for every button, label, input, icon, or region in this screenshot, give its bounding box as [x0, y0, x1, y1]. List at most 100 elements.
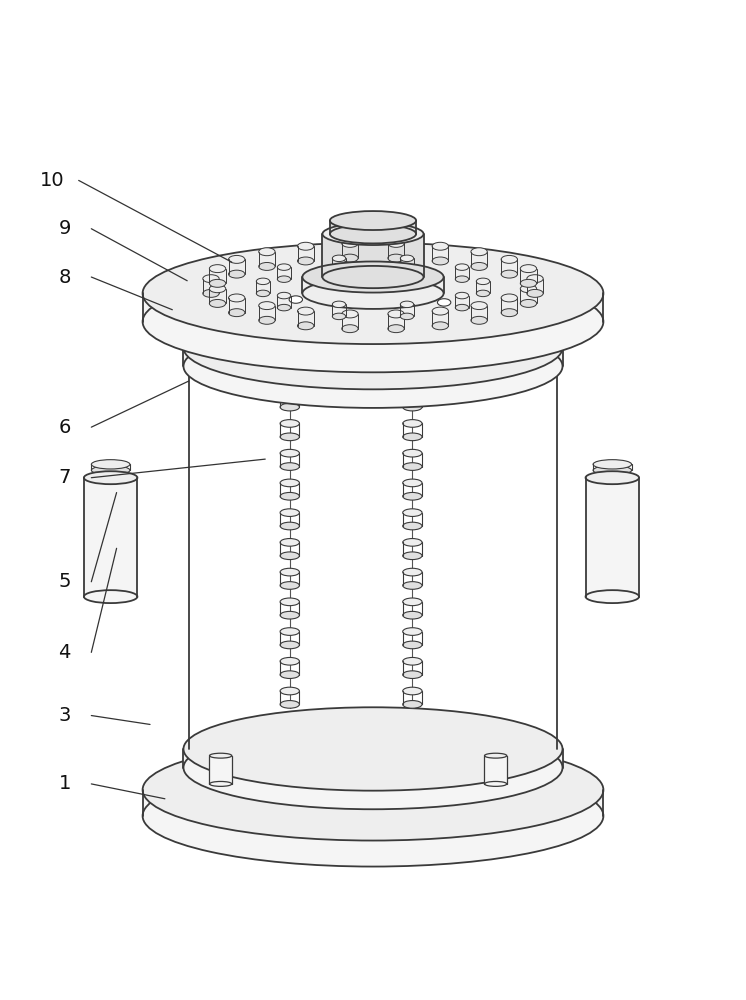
Ellipse shape: [401, 267, 414, 274]
Ellipse shape: [455, 292, 468, 299]
Ellipse shape: [586, 471, 639, 484]
Ellipse shape: [455, 304, 468, 311]
Ellipse shape: [401, 313, 414, 320]
Text: 6: 6: [58, 418, 71, 437]
Ellipse shape: [289, 296, 303, 303]
Ellipse shape: [593, 466, 632, 475]
Ellipse shape: [342, 325, 358, 333]
Ellipse shape: [280, 539, 299, 546]
Ellipse shape: [501, 309, 518, 317]
Ellipse shape: [184, 726, 562, 809]
Ellipse shape: [280, 403, 299, 411]
Ellipse shape: [484, 781, 507, 786]
Ellipse shape: [210, 299, 226, 307]
Text: 7: 7: [58, 468, 71, 487]
Ellipse shape: [278, 264, 291, 270]
Ellipse shape: [332, 267, 345, 274]
Polygon shape: [330, 221, 416, 234]
Ellipse shape: [527, 275, 543, 283]
Ellipse shape: [302, 261, 444, 293]
Ellipse shape: [403, 479, 422, 487]
Ellipse shape: [91, 466, 130, 475]
Ellipse shape: [228, 316, 518, 380]
Ellipse shape: [501, 255, 518, 263]
Ellipse shape: [228, 309, 245, 317]
Polygon shape: [142, 790, 604, 816]
Ellipse shape: [280, 449, 299, 457]
Ellipse shape: [259, 248, 275, 256]
Ellipse shape: [403, 390, 422, 398]
Text: 1: 1: [58, 774, 71, 793]
Text: 10: 10: [40, 171, 64, 190]
Ellipse shape: [476, 290, 489, 297]
Ellipse shape: [403, 641, 422, 649]
Polygon shape: [189, 366, 557, 749]
Ellipse shape: [280, 611, 299, 619]
Ellipse shape: [403, 611, 422, 619]
Ellipse shape: [403, 701, 422, 708]
Ellipse shape: [276, 272, 470, 315]
Ellipse shape: [471, 316, 487, 324]
Ellipse shape: [280, 479, 299, 487]
Ellipse shape: [298, 322, 314, 330]
Ellipse shape: [278, 276, 291, 282]
Ellipse shape: [330, 211, 416, 230]
Ellipse shape: [278, 292, 291, 299]
Ellipse shape: [280, 687, 299, 695]
Ellipse shape: [403, 568, 422, 576]
Ellipse shape: [403, 687, 422, 695]
Polygon shape: [142, 293, 604, 322]
Ellipse shape: [471, 302, 487, 310]
Text: 5: 5: [58, 572, 71, 591]
Ellipse shape: [476, 278, 489, 285]
Polygon shape: [84, 478, 137, 597]
Ellipse shape: [91, 460, 130, 469]
Ellipse shape: [437, 299, 451, 306]
Ellipse shape: [298, 242, 314, 250]
Ellipse shape: [280, 463, 299, 470]
Ellipse shape: [280, 433, 299, 441]
Ellipse shape: [257, 278, 270, 285]
Ellipse shape: [501, 270, 518, 278]
Ellipse shape: [403, 628, 422, 635]
Polygon shape: [184, 348, 562, 366]
Ellipse shape: [501, 294, 518, 302]
Ellipse shape: [280, 552, 299, 560]
Ellipse shape: [280, 701, 299, 708]
Ellipse shape: [280, 360, 299, 368]
Ellipse shape: [298, 257, 314, 265]
Ellipse shape: [432, 307, 448, 315]
Ellipse shape: [210, 753, 232, 758]
Ellipse shape: [280, 657, 299, 665]
Ellipse shape: [403, 492, 422, 500]
Ellipse shape: [520, 265, 536, 273]
Ellipse shape: [280, 582, 299, 589]
Ellipse shape: [203, 275, 219, 283]
Ellipse shape: [403, 598, 422, 606]
Ellipse shape: [184, 325, 562, 408]
Ellipse shape: [403, 509, 422, 516]
Ellipse shape: [471, 262, 487, 270]
Ellipse shape: [432, 257, 448, 265]
Ellipse shape: [332, 301, 345, 308]
Polygon shape: [484, 756, 507, 784]
Ellipse shape: [520, 279, 536, 287]
Ellipse shape: [142, 243, 604, 344]
Ellipse shape: [280, 671, 299, 678]
Ellipse shape: [403, 539, 422, 546]
Ellipse shape: [403, 403, 422, 411]
Ellipse shape: [403, 582, 422, 589]
Ellipse shape: [203, 289, 219, 297]
Ellipse shape: [388, 239, 404, 247]
Ellipse shape: [189, 326, 557, 407]
Ellipse shape: [403, 552, 422, 560]
Ellipse shape: [184, 707, 562, 791]
Ellipse shape: [184, 306, 562, 389]
Ellipse shape: [527, 289, 543, 297]
Ellipse shape: [432, 242, 448, 250]
Text: 3: 3: [58, 706, 71, 725]
Polygon shape: [210, 756, 232, 784]
Ellipse shape: [280, 568, 299, 576]
Ellipse shape: [332, 255, 345, 262]
Ellipse shape: [280, 509, 299, 516]
